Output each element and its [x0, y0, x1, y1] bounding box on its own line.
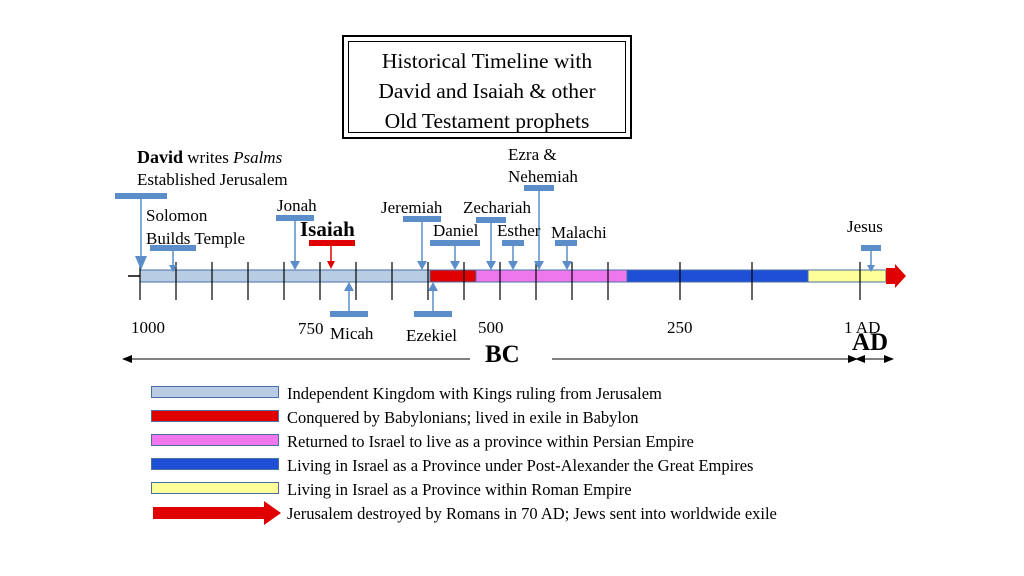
legend-text-exile: Jerusalem destroyed by Romans in 70 AD; … [287, 504, 777, 523]
label-micah: Micah [330, 324, 374, 343]
marker-esther [502, 240, 524, 246]
legend-text-persian: Returned to Israel to live as a province… [287, 432, 694, 451]
marker-ezekiel [414, 311, 452, 317]
legend-text-kingdom: Independent Kingdom with Kings ruling fr… [287, 384, 662, 403]
label-david-line2: Established Jerusalem [137, 170, 288, 189]
marker-ezra-nehemiah [524, 185, 554, 191]
label-ezra-line2: Nehemiah [508, 167, 578, 186]
legend-swatch-persian [151, 434, 279, 446]
label-solomon-line1: Solomon [146, 206, 208, 225]
legend-swatch-roman [151, 482, 279, 494]
era-bar-persian [475, 269, 628, 283]
legend-swatch-kingdom [151, 386, 279, 398]
label-david-name: David [137, 147, 184, 167]
era-bar-babylon [429, 269, 477, 283]
legend-text-post-alexander: Living in Israel as a Province under Pos… [287, 456, 754, 475]
axis-tick-label: 750 [298, 319, 324, 338]
label-esther: Esther [497, 221, 541, 240]
ad-label: AD [852, 329, 889, 356]
axis-tick-label: 1000 [131, 318, 165, 337]
legend-swatch-post-alexander [151, 458, 279, 470]
label-jesus: Jesus [847, 217, 883, 236]
label-david-psalms: Psalms [233, 148, 283, 167]
axis-tick-label: 250 [667, 318, 693, 337]
marker-daniel [430, 240, 480, 246]
marker-zechariah [476, 217, 506, 223]
label-jonah: Jonah [277, 196, 317, 215]
bc-arrowhead [122, 355, 132, 363]
marker-micah [330, 311, 368, 317]
marker-solomon [150, 245, 196, 251]
title-line-2: David and Isaiah & other [378, 79, 596, 103]
title-line-3: Old Testament prophets [384, 109, 590, 133]
era-bar-kingdom [139, 269, 431, 283]
label-ezekiel: Ezekiel [406, 326, 457, 345]
title-line-1: Historical Timeline with [381, 49, 593, 73]
title-box: Historical Timeline with David and Isaia… [342, 35, 632, 139]
legend-text-roman: Living in Israel as a Province within Ro… [287, 480, 632, 499]
marker-david-pointer [135, 256, 147, 270]
legend-text-babylon: Conquered by Babylonians; lived in exile… [287, 408, 639, 427]
marker-malachi [555, 240, 577, 246]
marker-jeremiah [403, 216, 441, 222]
label-daniel: Daniel [433, 221, 479, 240]
label-isaiah: Isaiah [300, 217, 355, 241]
label-ezra-line1: Ezra & [508, 145, 557, 164]
axis-tick-label: 1 AD [844, 318, 881, 337]
marker-jonah [276, 215, 314, 221]
label-malachi: Malachi [551, 223, 607, 242]
marker-david [115, 193, 167, 199]
title-inner-border: Historical Timeline with David and Isaia… [348, 41, 626, 133]
label-david: David writes Psalms [137, 147, 282, 168]
era-bar-post-alexander [626, 269, 809, 283]
legend-swatch-babylon [151, 410, 279, 422]
exile-arrow [886, 264, 906, 288]
marker-isaiah [309, 240, 355, 246]
ad-arrowhead [884, 355, 894, 363]
era-bar-roman [807, 269, 887, 283]
tick-marks [139, 262, 861, 300]
label-david-writes: writes [183, 148, 234, 167]
label-solomon-line2: Builds Temple [146, 229, 246, 248]
marker-jesus [861, 245, 881, 251]
label-zechariah: Zechariah [463, 198, 531, 217]
label-jeremiah: Jeremiah [381, 198, 443, 217]
axis-tick-label: 500 [478, 318, 504, 337]
marker-isaiah-pointer [327, 261, 335, 269]
bc-label: BC [485, 341, 520, 368]
